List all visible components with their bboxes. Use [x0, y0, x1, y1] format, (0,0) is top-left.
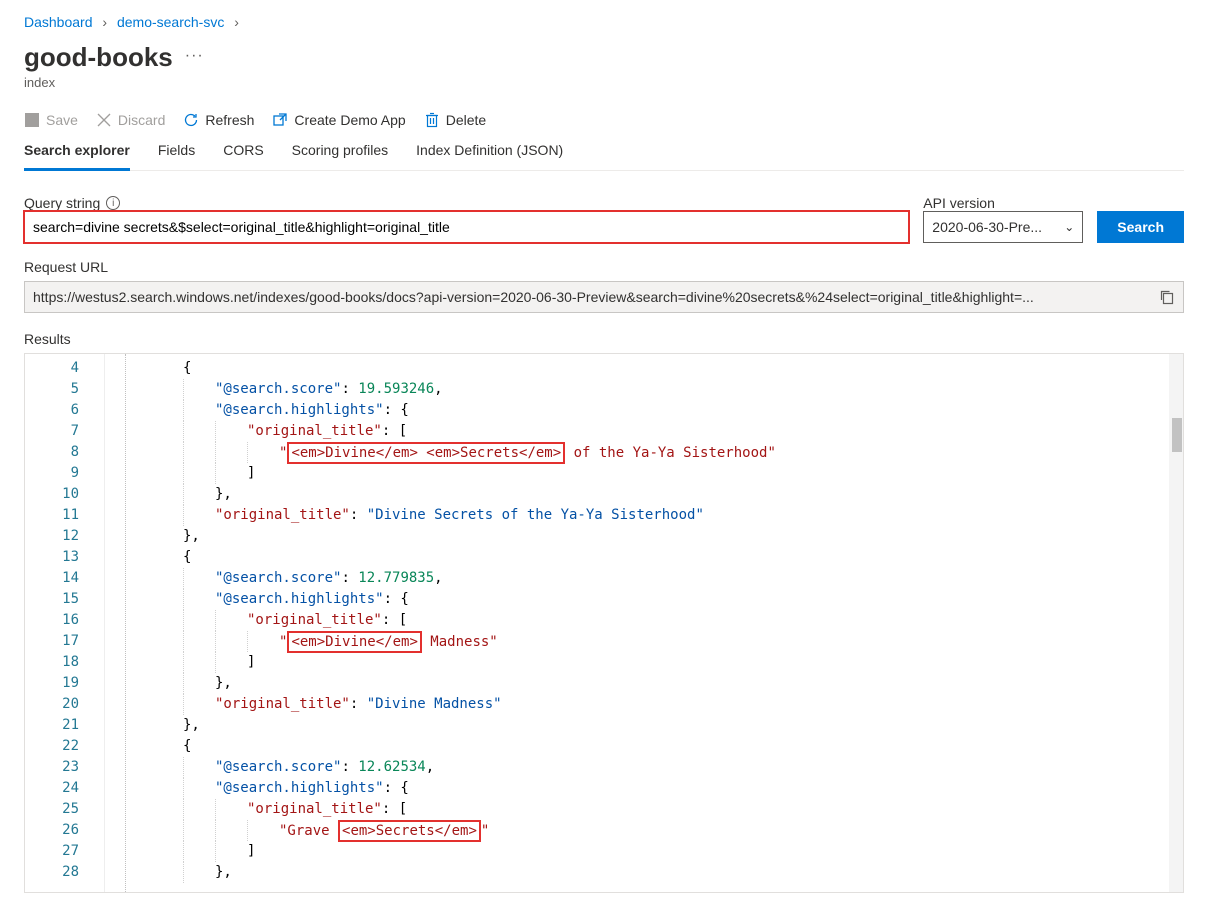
api-version-dropdown[interactable]: 2020-06-30-Pre... ⌄: [923, 211, 1083, 243]
request-url-value: https://westus2.search.windows.net/index…: [33, 289, 1151, 305]
breadcrumb-service[interactable]: demo-search-svc: [117, 14, 224, 30]
discard-button: Discard: [96, 112, 165, 128]
save-icon: [24, 112, 40, 128]
query-string-label: Query string i: [24, 195, 909, 211]
tab-bar: Search explorer Fields CORS Scoring prof…: [24, 142, 1184, 171]
editor-scrollbar[interactable]: [1169, 354, 1183, 892]
copy-icon[interactable]: [1159, 289, 1175, 305]
page-header: good-books ···: [24, 42, 1184, 73]
more-icon[interactable]: ···: [185, 47, 204, 69]
delete-button[interactable]: Delete: [424, 112, 486, 128]
trash-icon: [424, 112, 440, 128]
command-bar: Save Discard Refresh Create Demo App Del…: [24, 112, 1184, 142]
save-button: Save: [24, 112, 78, 128]
tab-index-definition[interactable]: Index Definition (JSON): [416, 142, 563, 170]
api-version-label: API version: [923, 195, 1083, 211]
query-string-input[interactable]: [24, 211, 909, 243]
chevron-right-icon: ›: [228, 14, 245, 30]
results-label: Results: [24, 331, 1184, 347]
close-icon: [96, 112, 112, 128]
chevron-right-icon: ›: [96, 14, 113, 30]
tab-cors[interactable]: CORS: [223, 142, 263, 170]
line-number-gutter: 4567891011121314151617181920212223242526…: [25, 354, 105, 892]
scrollbar-thumb[interactable]: [1172, 418, 1182, 452]
breadcrumb: Dashboard › demo-search-svc ›: [24, 0, 1184, 36]
breadcrumb-dashboard[interactable]: Dashboard: [24, 14, 93, 30]
info-icon[interactable]: i: [106, 196, 120, 210]
api-version-value: 2020-06-30-Pre...: [932, 219, 1042, 235]
page-title: good-books: [24, 42, 173, 73]
open-external-icon: [272, 112, 288, 128]
chevron-down-icon: ⌄: [1064, 220, 1074, 234]
refresh-button[interactable]: Refresh: [183, 112, 254, 128]
tab-fields[interactable]: Fields: [158, 142, 195, 170]
results-editor[interactable]: 4567891011121314151617181920212223242526…: [24, 353, 1184, 893]
refresh-icon: [183, 112, 199, 128]
code-content: {"@search.score": 19.593246,"@search.hig…: [155, 354, 1183, 892]
resource-type-label: index: [24, 75, 1184, 90]
tab-scoring-profiles[interactable]: Scoring profiles: [292, 142, 389, 170]
search-button[interactable]: Search: [1097, 211, 1184, 243]
fold-column: [105, 354, 155, 892]
request-url-label: Request URL: [24, 259, 1184, 275]
request-url-box: https://westus2.search.windows.net/index…: [24, 281, 1184, 313]
tab-search-explorer[interactable]: Search explorer: [24, 142, 130, 171]
create-demo-app-button[interactable]: Create Demo App: [272, 112, 405, 128]
